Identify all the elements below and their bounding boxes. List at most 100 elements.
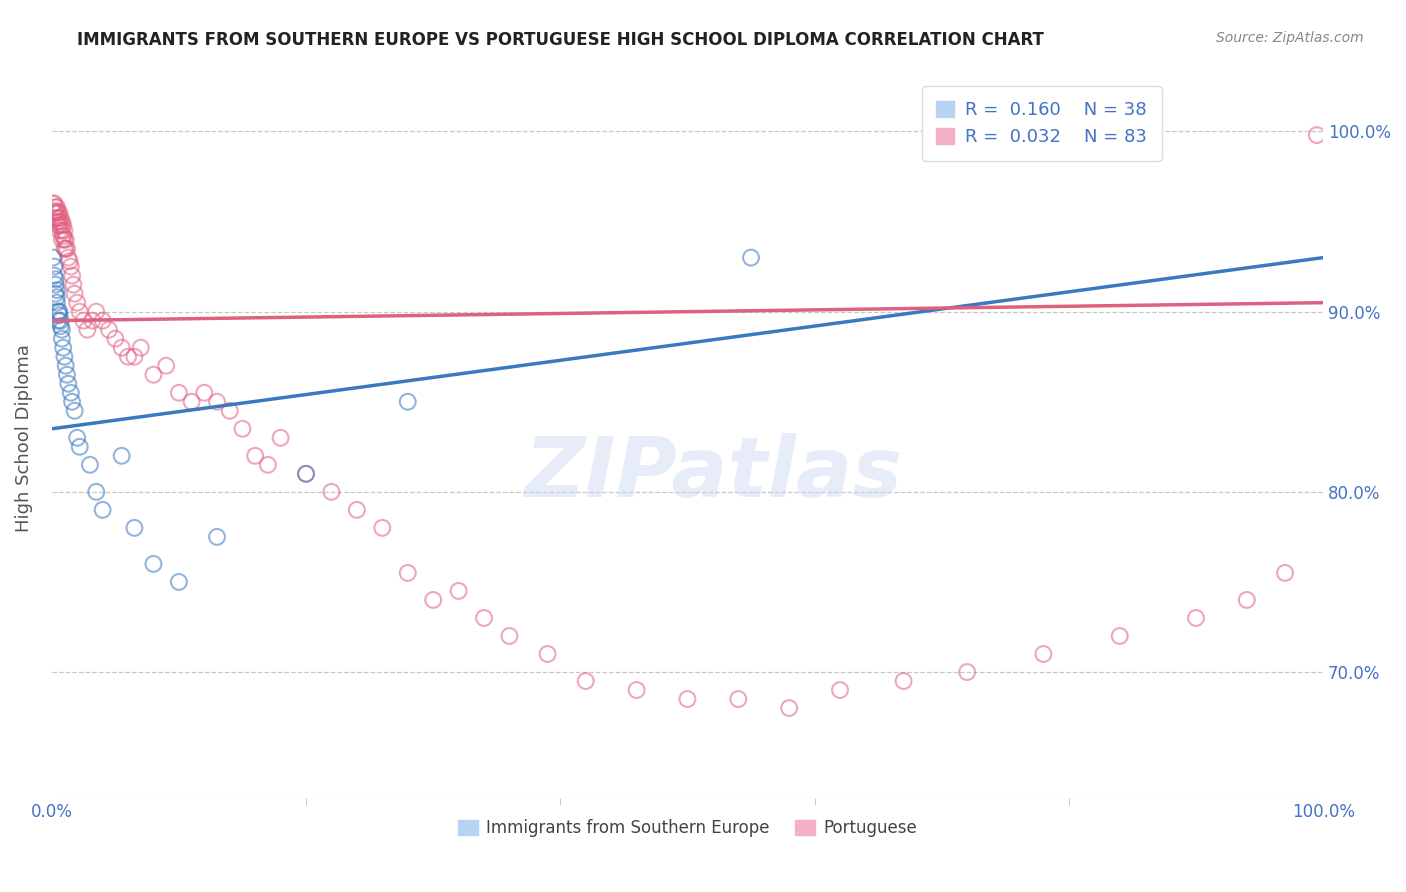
Point bbox=[63, 286, 86, 301]
Text: Source: ZipAtlas.com: Source: ZipAtlas.com bbox=[1216, 31, 1364, 45]
Point bbox=[117, 350, 139, 364]
Point bbox=[52, 218, 75, 232]
Point bbox=[193, 385, 215, 400]
Point bbox=[1274, 566, 1296, 580]
Point bbox=[62, 277, 84, 292]
Point bbox=[1306, 128, 1329, 142]
Point bbox=[45, 200, 67, 214]
Point bbox=[58, 251, 80, 265]
Point bbox=[575, 673, 598, 688]
Point bbox=[58, 254, 80, 268]
Point bbox=[111, 449, 134, 463]
Y-axis label: High School Diploma: High School Diploma bbox=[15, 343, 32, 532]
Point bbox=[52, 341, 75, 355]
Point bbox=[828, 683, 851, 698]
Point bbox=[45, 295, 67, 310]
Point bbox=[498, 629, 520, 643]
Point bbox=[51, 224, 73, 238]
Point bbox=[66, 431, 89, 445]
Point bbox=[49, 218, 72, 232]
Point bbox=[53, 350, 76, 364]
Point bbox=[42, 205, 65, 219]
Point bbox=[396, 394, 419, 409]
Point bbox=[59, 385, 82, 400]
Point bbox=[49, 211, 72, 225]
Point bbox=[42, 196, 65, 211]
Point bbox=[778, 701, 800, 715]
Point bbox=[84, 484, 107, 499]
Point bbox=[48, 205, 70, 219]
Point bbox=[472, 611, 495, 625]
Point bbox=[48, 304, 70, 318]
Point bbox=[295, 467, 318, 481]
Legend: Immigrants from Southern Europe, Portuguese: Immigrants from Southern Europe, Portugu… bbox=[451, 813, 924, 844]
Point bbox=[111, 341, 134, 355]
Point bbox=[295, 467, 318, 481]
Point bbox=[66, 295, 89, 310]
Point bbox=[956, 665, 979, 679]
Point bbox=[59, 260, 82, 274]
Point bbox=[76, 323, 98, 337]
Point bbox=[97, 323, 120, 337]
Point bbox=[129, 341, 152, 355]
Point bbox=[56, 368, 79, 382]
Point bbox=[51, 332, 73, 346]
Point bbox=[346, 503, 368, 517]
Point bbox=[167, 385, 190, 400]
Point bbox=[51, 214, 73, 228]
Point bbox=[124, 350, 146, 364]
Point bbox=[727, 692, 749, 706]
Point bbox=[155, 359, 177, 373]
Point bbox=[124, 521, 146, 535]
Point bbox=[51, 323, 73, 337]
Point bbox=[49, 314, 72, 328]
Point bbox=[46, 218, 69, 232]
Point bbox=[60, 268, 83, 283]
Point bbox=[257, 458, 280, 472]
Point bbox=[231, 422, 253, 436]
Point bbox=[45, 290, 67, 304]
Point bbox=[45, 205, 67, 219]
Text: IMMIGRANTS FROM SOUTHERN EUROPE VS PORTUGUESE HIGH SCHOOL DIPLOMA CORRELATION CH: IMMIGRANTS FROM SOUTHERN EUROPE VS PORTU… bbox=[77, 31, 1045, 49]
Point bbox=[45, 211, 67, 225]
Point bbox=[218, 403, 240, 417]
Point bbox=[447, 583, 470, 598]
Point bbox=[45, 283, 67, 297]
Point bbox=[46, 304, 69, 318]
Point bbox=[45, 272, 67, 286]
Point bbox=[45, 286, 67, 301]
Point bbox=[49, 319, 72, 334]
Point bbox=[48, 308, 70, 322]
Point bbox=[51, 233, 73, 247]
Point bbox=[45, 203, 67, 218]
Point bbox=[58, 376, 80, 391]
Point bbox=[371, 521, 394, 535]
Point bbox=[55, 242, 77, 256]
Point bbox=[243, 449, 266, 463]
Point bbox=[45, 214, 67, 228]
Point bbox=[53, 233, 76, 247]
Point bbox=[142, 368, 165, 382]
Point bbox=[321, 484, 343, 499]
Point bbox=[55, 233, 77, 247]
Point bbox=[46, 314, 69, 328]
Point bbox=[1185, 611, 1208, 625]
Point bbox=[44, 205, 66, 219]
Point bbox=[46, 211, 69, 225]
Point bbox=[69, 304, 91, 318]
Point bbox=[79, 458, 101, 472]
Point bbox=[46, 205, 69, 219]
Point bbox=[53, 224, 76, 238]
Point bbox=[536, 647, 558, 661]
Point bbox=[1032, 647, 1054, 661]
Point bbox=[45, 277, 67, 292]
Point bbox=[45, 200, 67, 214]
Point bbox=[422, 593, 444, 607]
Point bbox=[167, 574, 190, 589]
Point bbox=[1236, 593, 1258, 607]
Point bbox=[53, 242, 76, 256]
Point bbox=[55, 359, 77, 373]
Point bbox=[60, 394, 83, 409]
Point bbox=[91, 503, 114, 517]
Point bbox=[44, 196, 66, 211]
